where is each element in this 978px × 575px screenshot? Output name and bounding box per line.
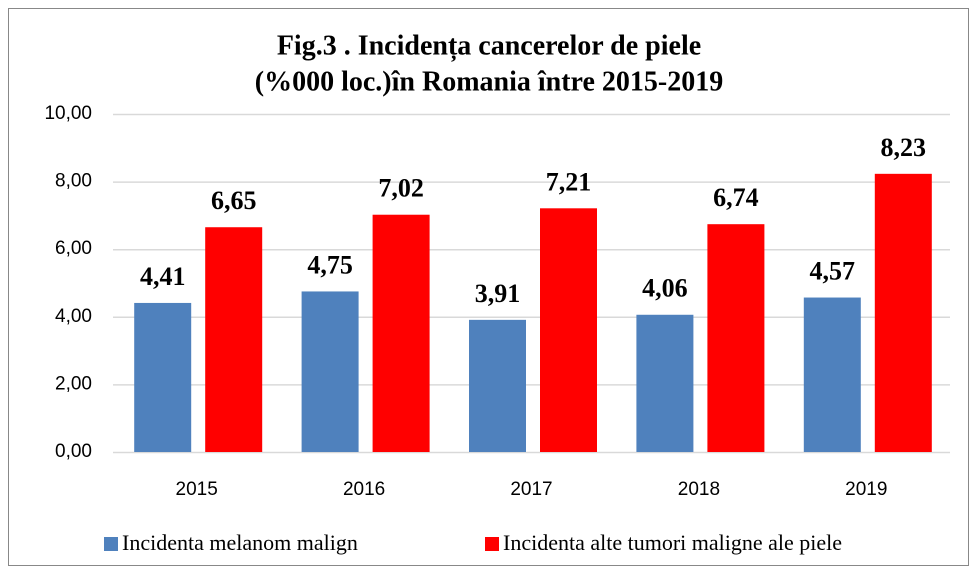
bar	[803, 297, 861, 452]
value-label: 6,74	[713, 183, 759, 212]
x-tick-label: 2015	[176, 479, 218, 500]
y-tick-label: 8,00	[55, 171, 92, 192]
bar	[469, 319, 526, 452]
bar	[636, 314, 694, 452]
bar	[205, 227, 263, 452]
chart-title: Fig.3 . Incidența cancerelor de piele	[277, 30, 701, 61]
bar	[134, 302, 192, 452]
value-label: 8,23	[881, 133, 927, 162]
legend-swatch	[104, 537, 118, 551]
y-tick-label: 6,00	[55, 238, 92, 259]
y-tick-label: 4,00	[55, 306, 92, 327]
y-tick-label: 2,00	[55, 373, 92, 394]
bar	[301, 291, 359, 452]
chart-frame	[8, 8, 969, 566]
bar	[874, 173, 932, 453]
x-tick-label: 2019	[845, 479, 887, 500]
value-label: 6,65	[211, 186, 257, 215]
value-label: 7,02	[378, 174, 424, 203]
bar	[372, 214, 430, 452]
x-tick-label: 2017	[510, 479, 552, 500]
value-label: 4,57	[810, 257, 856, 286]
y-tick-label: 10,00	[44, 103, 92, 124]
legend-swatch	[485, 537, 499, 551]
value-label: 4,06	[642, 274, 688, 303]
value-label: 3,91	[475, 279, 521, 308]
bar	[540, 208, 597, 452]
value-label: 4,75	[307, 250, 353, 279]
x-tick-label: 2018	[678, 479, 720, 500]
x-tick-label: 2016	[343, 479, 385, 500]
legend-label: Incidenta alte tumori maligne ale piele	[503, 530, 842, 555]
value-label: 4,41	[140, 262, 186, 291]
y-tick-label: 0,00	[55, 441, 92, 462]
legend-label: Incidenta melanom malign	[122, 530, 358, 555]
bar	[707, 224, 765, 452]
chart-title: (%000 loc.)în Romania între 2015-2019	[255, 66, 723, 97]
value-label: 7,21	[546, 167, 592, 196]
